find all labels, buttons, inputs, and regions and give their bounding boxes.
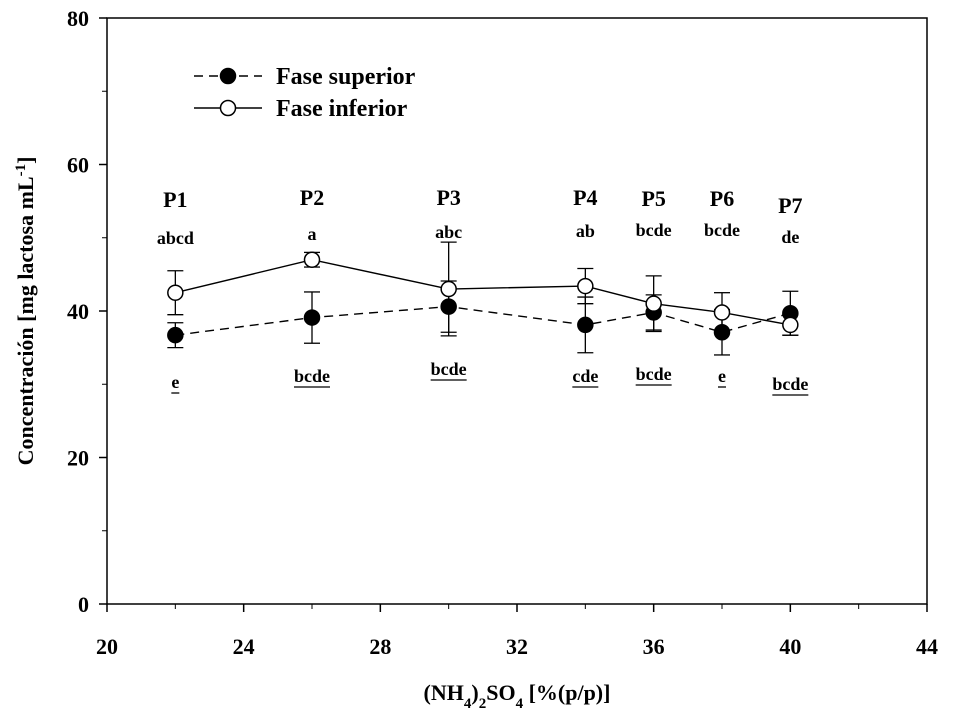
- axes: 20 24 28 32 36 40 44 0 20 40 60 80 (NH4)2SO4 [%(p/p)…: [13, 6, 938, 712]
- point-label: P2: [300, 185, 324, 210]
- y-tick-label: 40: [67, 299, 89, 324]
- data-point: [577, 277, 594, 295]
- point-label: P4: [573, 185, 597, 210]
- point-label: P1: [163, 187, 187, 212]
- series-line: [175, 305, 791, 336]
- x-axis-title: (NH4)2SO4 [%(p/p)]: [424, 680, 611, 712]
- upper-letters: abc: [435, 222, 462, 242]
- series-inferior: [167, 241, 799, 337]
- upper-letters: bcde: [704, 220, 740, 240]
- x-tick-label: 32: [506, 634, 528, 659]
- upper-letters: ab: [576, 221, 595, 241]
- legend-marker: [219, 99, 237, 117]
- point-label: P5: [641, 186, 665, 211]
- series-line: [175, 259, 791, 326]
- data-point: [782, 316, 799, 334]
- legend: Fase superior Fase inferior: [194, 64, 416, 122]
- data-point: [440, 280, 457, 298]
- x-tick-label: 44: [916, 634, 938, 659]
- point-label: P6: [710, 186, 734, 211]
- upper-letters: de: [781, 227, 799, 247]
- lower-letters: bcde: [431, 359, 467, 379]
- x-tick-label: 20: [96, 634, 118, 659]
- upper-letters: a: [308, 224, 317, 244]
- lower-letters: cde: [572, 366, 598, 386]
- x-tick-label: 36: [643, 634, 665, 659]
- series-superior: [167, 280, 799, 356]
- lower-letters: bcde: [294, 366, 330, 386]
- point-label: P3: [436, 185, 460, 210]
- lower-letters: bcde: [772, 374, 808, 394]
- x-tick-label: 28: [369, 634, 391, 659]
- lower-letters: e: [718, 366, 726, 386]
- legend-label: Fase inferior: [276, 96, 408, 122]
- y-tick-label: 0: [78, 592, 89, 617]
- series-layer: [167, 241, 799, 356]
- data-point: [577, 316, 594, 334]
- y-axis-title: Concentración [mg lactosa mL-1]: [13, 157, 38, 466]
- lower-letters: bcde: [636, 364, 672, 384]
- data-point: [167, 326, 184, 344]
- data-point: [167, 284, 184, 301]
- x-tick-label: 40: [779, 634, 801, 659]
- point-label: P7: [778, 193, 802, 218]
- legend-label: Fase superior: [276, 64, 416, 90]
- data-point: [303, 309, 321, 326]
- y-tick-label: 80: [67, 6, 89, 31]
- upper-letters: abcd: [157, 228, 194, 248]
- lower-letters: e: [171, 372, 179, 392]
- data-point: [303, 251, 321, 268]
- x-tick-label: 24: [233, 634, 255, 659]
- annotations: P1abcdeP2abcdeP3abcbcdeP4abcdeP5bcdebcde…: [157, 185, 808, 396]
- data-point: [713, 304, 731, 321]
- y-tick-label: 20: [67, 446, 89, 471]
- upper-letters: bcde: [636, 220, 672, 240]
- data-point: [645, 295, 662, 312]
- legend-marker: [219, 67, 237, 85]
- y-tick-label: 60: [67, 153, 89, 178]
